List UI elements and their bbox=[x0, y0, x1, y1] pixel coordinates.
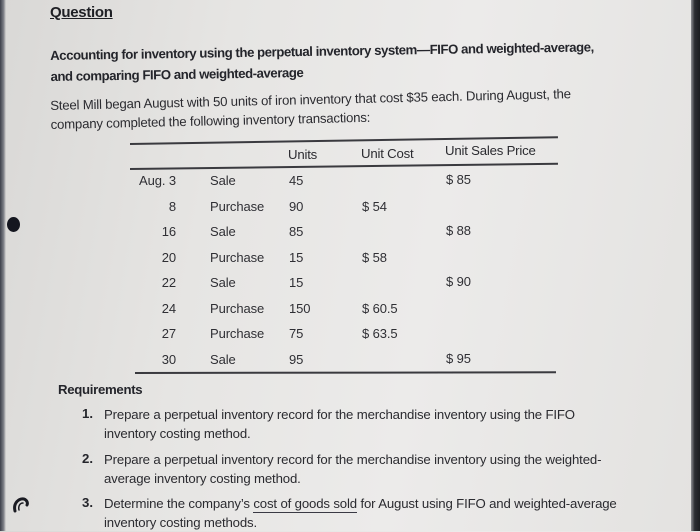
requirement-number: 2. bbox=[82, 451, 93, 466]
cell-date: 20 bbox=[161, 250, 176, 265]
cell-unit-cost: $ 60.5 bbox=[362, 301, 398, 316]
cell-unit-sales-price: $ 88 bbox=[446, 223, 471, 238]
photo-right-edge bbox=[691, 0, 700, 531]
table-header-rule bbox=[129, 162, 558, 170]
requirement-line-2: inventory costing method. bbox=[104, 426, 251, 441]
question-heading: Question bbox=[50, 4, 113, 21]
cell-date: 8 bbox=[168, 199, 176, 214]
cell-unit-cost: $ 54 bbox=[362, 199, 387, 214]
cell-unit-sales-price: $ 90 bbox=[446, 274, 471, 289]
cell-type: Sale bbox=[210, 352, 236, 367]
cell-unit-cost: $ 58 bbox=[362, 250, 387, 265]
cell-units: 45 bbox=[289, 173, 304, 188]
cell-units: 150 bbox=[289, 301, 311, 316]
cell-type: Sale bbox=[210, 275, 236, 290]
header-unit-sales-price: Unit Sales Price bbox=[445, 143, 536, 158]
requirement-line-1: Determine the company’s cost of goods so… bbox=[104, 494, 684, 513]
requirement-number: 3. bbox=[82, 495, 93, 510]
cell-type: Purchase bbox=[210, 250, 265, 265]
cell-type: Sale bbox=[210, 173, 236, 188]
photo-left-edge bbox=[0, 0, 6, 531]
requirement-item: 2. bbox=[82, 450, 93, 468]
cell-units: 85 bbox=[289, 224, 304, 239]
requirement-item: 3. bbox=[82, 494, 93, 512]
cell-units: 15 bbox=[289, 250, 304, 265]
requirement-item: 1. bbox=[82, 405, 93, 423]
header-units: Units bbox=[288, 147, 318, 162]
cell-units: 90 bbox=[289, 199, 304, 214]
underlined-term-cogs: cost of goods sold bbox=[253, 496, 357, 513]
cell-type: Purchase bbox=[210, 199, 265, 214]
topic-title: Accounting for inventory using the perpe… bbox=[50, 36, 594, 87]
cell-type: Purchase bbox=[210, 301, 265, 316]
requirements-heading: Requirements bbox=[58, 382, 143, 397]
requirement-text: Determine the company’s cost of goods so… bbox=[104, 494, 684, 532]
requirement-text-pre: Determine the company’s bbox=[104, 496, 254, 511]
cell-date: 27 bbox=[161, 326, 176, 341]
cell-units: 95 bbox=[289, 352, 304, 367]
requirement-line-1: Prepare a perpetual inventory record for… bbox=[104, 407, 575, 422]
header-unit-cost: Unit Cost bbox=[361, 146, 414, 161]
cell-date: Aug. 3 bbox=[139, 173, 176, 188]
cell-unit-sales-price: $ 95 bbox=[446, 351, 471, 366]
requirement-text: Prepare a perpetual inventory record for… bbox=[104, 405, 664, 443]
requirement-line-2: inventory costing methods. bbox=[104, 515, 257, 530]
requirement-line-2: average inventory costing method. bbox=[104, 471, 301, 486]
cell-units: 15 bbox=[289, 275, 304, 290]
cell-date: 22 bbox=[161, 275, 176, 290]
filled-circle-icon bbox=[7, 217, 20, 232]
intro-paragraph: Steel Mill began August with 50 units of… bbox=[50, 84, 572, 135]
requirement-text-post: for August using FIFO and weighted-avera… bbox=[356, 496, 617, 511]
cell-type: Purchase bbox=[210, 326, 265, 341]
cell-unit-cost: $ 63.5 bbox=[362, 326, 398, 341]
requirement-line-1: Prepare a perpetual inventory record for… bbox=[104, 452, 602, 467]
table-bottom-rule bbox=[134, 371, 557, 374]
cell-date: 30 bbox=[161, 352, 176, 367]
curl-arrow-icon bbox=[13, 497, 29, 513]
requirement-text: Prepare a perpetual inventory record for… bbox=[104, 450, 684, 488]
requirement-number: 1. bbox=[82, 406, 93, 421]
cell-type: Sale bbox=[210, 224, 236, 239]
cell-unit-sales-price: $ 85 bbox=[446, 172, 471, 187]
cell-units: 75 bbox=[289, 326, 304, 341]
cell-date: 16 bbox=[161, 224, 176, 239]
cell-date: 24 bbox=[161, 301, 176, 316]
